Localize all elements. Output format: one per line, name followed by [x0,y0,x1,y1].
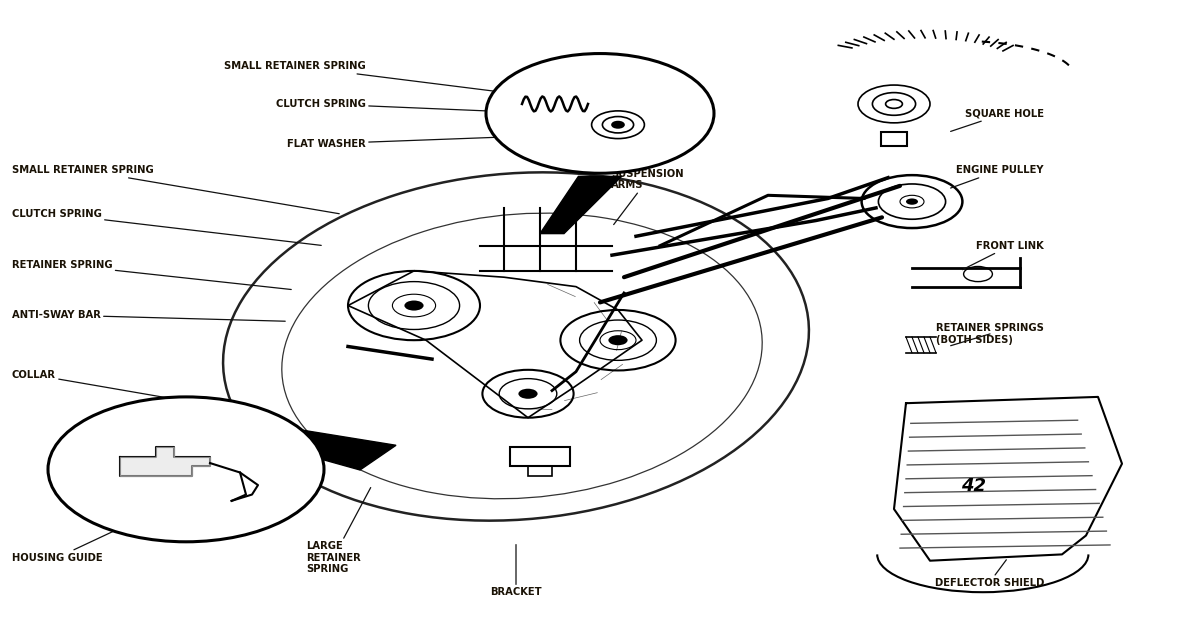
Text: FRONT LINK: FRONT LINK [962,241,1044,270]
Text: RETAINER SPRINGS
(BOTH SIDES): RETAINER SPRINGS (BOTH SIDES) [936,323,1044,346]
Text: CLUTCH SPRING: CLUTCH SPRING [276,99,544,113]
Circle shape [48,397,324,542]
Circle shape [906,198,918,205]
Bar [510,447,570,466]
Text: SQUARE HOLE: SQUARE HOLE [950,108,1044,132]
Circle shape [486,54,714,173]
Text: SMALL RETAINER SPRING: SMALL RETAINER SPRING [12,165,340,214]
Text: RETAINER SPRING: RETAINER SPRING [12,260,292,290]
Text: DEFLECTOR SHIELD: DEFLECTOR SHIELD [935,560,1044,588]
Polygon shape [540,176,622,234]
Text: CLUTCH SPRING: CLUTCH SPRING [12,209,322,245]
Text: SMALL RETAINER SPRING: SMALL RETAINER SPRING [224,61,544,97]
Text: ANTI-SWAY BAR: ANTI-SWAY BAR [12,310,286,321]
Circle shape [608,335,628,345]
Text: BRACKET: BRACKET [490,544,542,597]
Text: COLLAR: COLLAR [12,370,178,399]
Circle shape [404,301,424,311]
Text: SUSPENSION
ARMS: SUSPENSION ARMS [611,169,684,224]
Bar [528,466,552,476]
Text: LARGE
RETAINER
SPRING: LARGE RETAINER SPRING [306,488,371,574]
Polygon shape [120,447,210,476]
Polygon shape [228,426,396,470]
Circle shape [518,389,538,399]
Text: 42: 42 [961,478,985,495]
Text: ENGINE PULLEY: ENGINE PULLEY [950,165,1044,188]
Text: FLAT WASHER: FLAT WASHER [287,135,544,149]
Circle shape [612,122,624,128]
Text: HOUSING GUIDE: HOUSING GUIDE [12,521,136,563]
Bar [881,132,907,146]
